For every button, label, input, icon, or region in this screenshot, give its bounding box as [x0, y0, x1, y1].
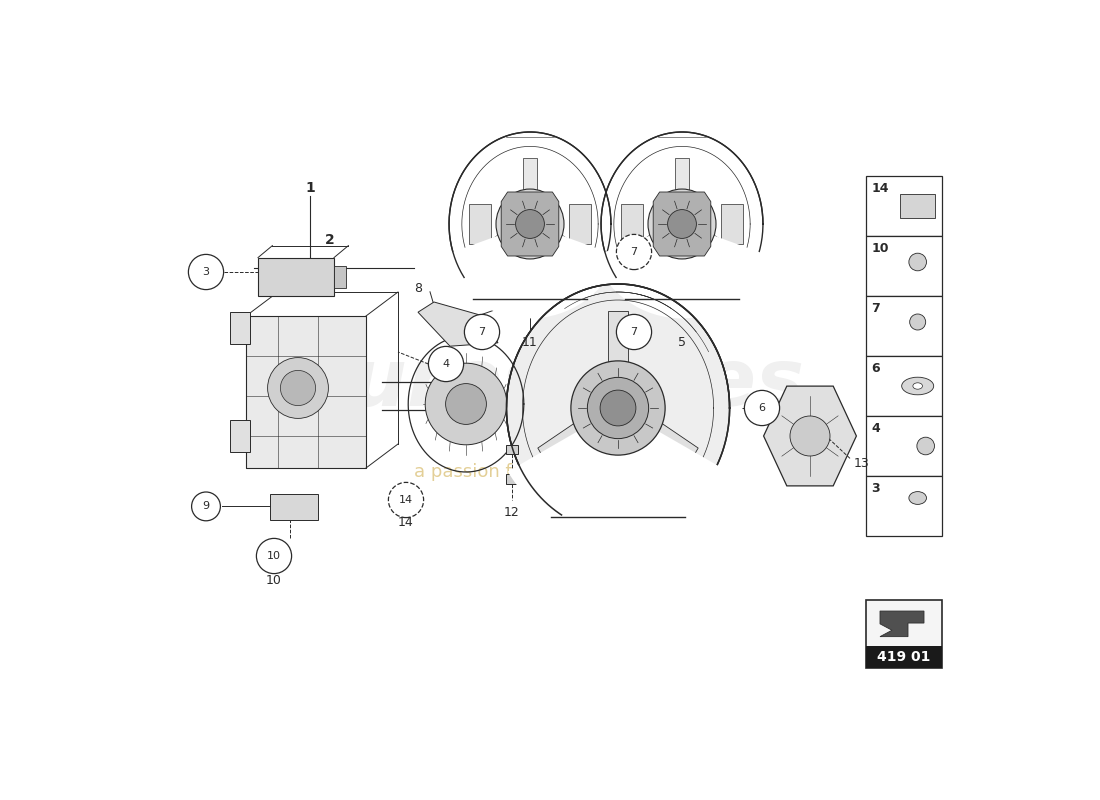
Text: 10: 10 — [871, 242, 889, 255]
Text: 10: 10 — [266, 574, 282, 586]
Bar — [270, 494, 318, 520]
Polygon shape — [522, 158, 537, 198]
Circle shape — [790, 416, 830, 456]
Ellipse shape — [909, 491, 926, 504]
Text: 7: 7 — [478, 327, 485, 337]
Ellipse shape — [917, 437, 935, 454]
Circle shape — [426, 363, 507, 445]
Bar — [866, 476, 942, 536]
Polygon shape — [880, 611, 924, 637]
Bar — [866, 356, 942, 416]
Wedge shape — [508, 408, 728, 535]
Ellipse shape — [508, 202, 552, 246]
Polygon shape — [674, 158, 690, 198]
Polygon shape — [628, 230, 663, 263]
Circle shape — [188, 254, 223, 290]
Text: 7: 7 — [630, 247, 638, 257]
Text: 9: 9 — [202, 502, 210, 511]
Text: 6: 6 — [759, 403, 766, 413]
Polygon shape — [418, 302, 498, 346]
Circle shape — [428, 346, 463, 382]
Polygon shape — [246, 316, 366, 468]
Bar — [230, 420, 250, 452]
Bar — [720, 204, 744, 244]
Polygon shape — [502, 192, 559, 256]
Ellipse shape — [902, 377, 934, 394]
Ellipse shape — [648, 189, 716, 259]
Circle shape — [446, 383, 486, 424]
Ellipse shape — [909, 253, 926, 270]
Bar — [334, 266, 346, 288]
Polygon shape — [701, 230, 736, 263]
Ellipse shape — [913, 382, 923, 389]
Bar — [900, 194, 935, 218]
Polygon shape — [476, 230, 512, 263]
Ellipse shape — [660, 202, 704, 246]
Bar — [866, 176, 942, 236]
Text: 6: 6 — [871, 362, 880, 375]
Polygon shape — [653, 192, 711, 256]
Ellipse shape — [496, 189, 564, 259]
Bar — [569, 204, 592, 244]
Circle shape — [516, 210, 544, 238]
Circle shape — [280, 370, 316, 406]
Wedge shape — [593, 224, 771, 318]
Circle shape — [587, 378, 649, 438]
Circle shape — [571, 361, 666, 455]
Circle shape — [388, 482, 424, 518]
Bar — [506, 474, 518, 484]
Bar — [469, 204, 491, 244]
Circle shape — [616, 314, 651, 350]
Circle shape — [256, 538, 292, 574]
Ellipse shape — [447, 382, 461, 410]
Text: 8: 8 — [414, 282, 422, 295]
Bar — [866, 646, 942, 668]
Text: 3: 3 — [871, 482, 880, 495]
Bar — [866, 600, 942, 668]
Ellipse shape — [910, 314, 926, 330]
Text: 4: 4 — [871, 422, 880, 435]
Text: 10: 10 — [267, 551, 280, 561]
Ellipse shape — [506, 284, 729, 532]
Circle shape — [601, 390, 636, 426]
Bar — [620, 204, 644, 244]
Polygon shape — [549, 230, 584, 263]
Text: 14: 14 — [871, 182, 889, 195]
Bar — [230, 312, 250, 344]
Text: 14: 14 — [399, 495, 414, 505]
Text: 4: 4 — [442, 359, 450, 369]
Bar — [866, 296, 942, 356]
Text: 14: 14 — [398, 516, 414, 529]
Text: 11: 11 — [522, 336, 538, 349]
Bar — [866, 416, 942, 476]
Polygon shape — [763, 386, 857, 486]
Polygon shape — [538, 416, 595, 465]
Text: 7: 7 — [630, 327, 638, 337]
Circle shape — [745, 390, 780, 426]
Text: 419 01: 419 01 — [878, 650, 931, 664]
Polygon shape — [641, 416, 698, 465]
Text: 3: 3 — [202, 267, 209, 277]
Bar — [258, 258, 334, 296]
Circle shape — [191, 492, 220, 521]
Text: 13: 13 — [854, 458, 870, 470]
Text: eurospares: eurospares — [296, 345, 804, 423]
Text: 5: 5 — [678, 336, 686, 349]
Text: 2: 2 — [326, 233, 334, 247]
Text: a passion for parts since 1985: a passion for parts since 1985 — [414, 463, 686, 481]
Circle shape — [668, 210, 696, 238]
Bar — [866, 236, 942, 296]
Polygon shape — [608, 311, 628, 376]
Text: 12: 12 — [504, 506, 519, 518]
Wedge shape — [441, 224, 618, 318]
Text: 1: 1 — [305, 181, 315, 195]
Bar — [506, 445, 518, 454]
Circle shape — [616, 234, 651, 270]
Text: 7: 7 — [871, 302, 880, 315]
Circle shape — [464, 314, 499, 350]
Circle shape — [267, 358, 329, 418]
